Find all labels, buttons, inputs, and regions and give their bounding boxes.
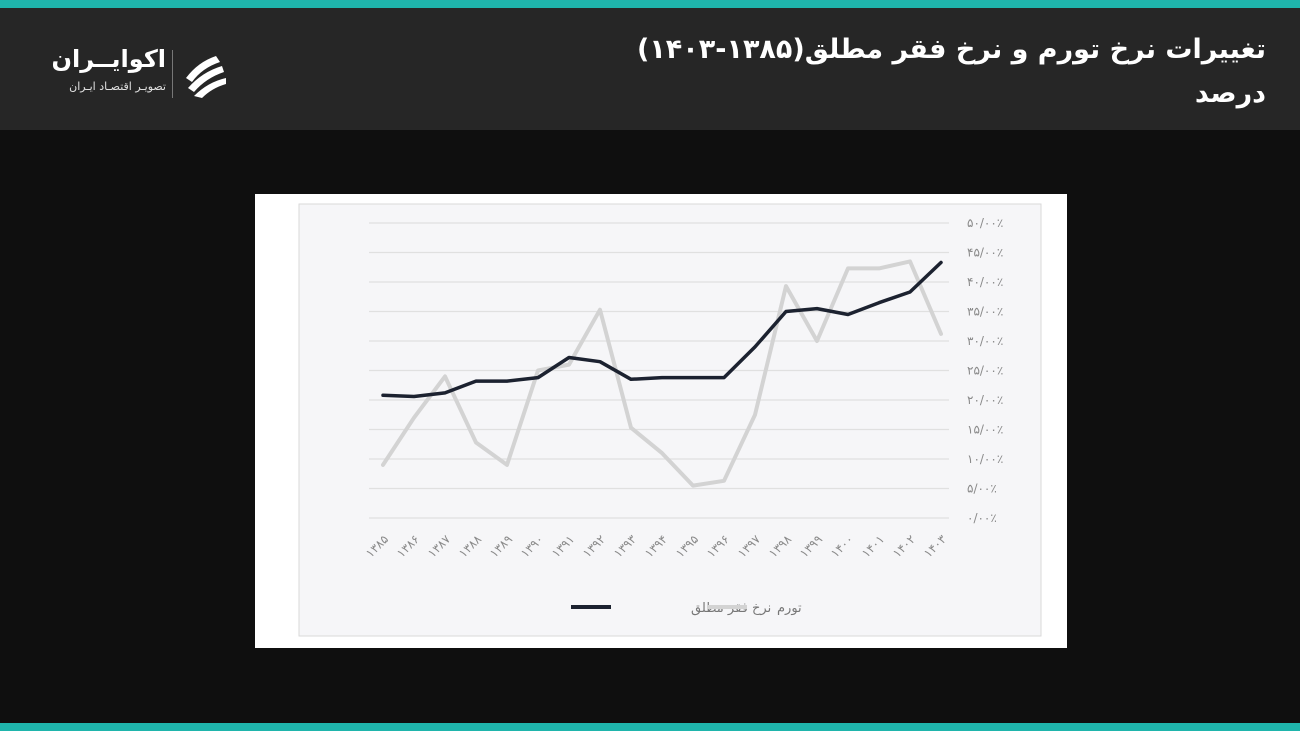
logo-name: اکوایــران (51, 45, 166, 73)
poverty-rate-point (629, 378, 633, 381)
inflation-point (536, 369, 540, 372)
poverty-rate-point (474, 379, 478, 383)
y-tick-label: ۳۵/۰۰٪ (967, 305, 1003, 319)
poverty-rate-point (505, 379, 509, 383)
poverty-rate-point (412, 395, 416, 398)
inflation-point (412, 416, 416, 419)
title-line-1: تغییرات نرخ تورم و نرخ فقر مطلق(۱۳۸۵-۱۴۰… (636, 34, 1266, 65)
poverty-rate-point (598, 360, 602, 363)
page-title: تغییرات نرخ تورم و نرخ فقر مطلق(۱۳۸۵-۱۴۰… (506, 28, 1266, 116)
inflation-point (691, 484, 695, 487)
poverty-rate-point (443, 391, 447, 395)
line-chart: ۰/۰۰٪ ۵/۰۰٪ ۱۰/۰۰٪ ۱۵/۰۰٪ ۲۰/۰۰٪ ۲۵/۰۰٪ ۳۰/۰۰٪… (298, 203, 1042, 637)
y-tick-label: ۲۰/۰۰٪ (967, 393, 1003, 407)
poverty-rate-point (908, 290, 912, 294)
inflation-point (381, 463, 385, 467)
inflation-point (598, 308, 602, 311)
logo-tagline: تصویـر اقتصـاد ایـران (69, 80, 166, 93)
inflation-point (846, 267, 850, 270)
bottom-accent-bar (0, 723, 1300, 731)
inflation-point (474, 441, 478, 444)
series-lines (381, 259, 943, 488)
poverty-rate-point (536, 376, 540, 379)
inflation-point (660, 451, 664, 455)
inflation-point (939, 332, 943, 336)
logo[interactable]: اکوایــران تصویـر اقتصـاد ایـران (46, 44, 236, 106)
y-tick-label: ۴۰/۰۰٪ (967, 275, 1003, 289)
title-line-2: درصد (1194, 78, 1266, 109)
y-tick-label: ۱۰/۰۰٪ (967, 452, 1003, 466)
poverty-rate-point (939, 261, 943, 264)
inflation-point (815, 339, 819, 343)
poverty-rate-point (784, 310, 788, 313)
poverty-rate-point (753, 345, 757, 349)
y-tick-label: ۵/۰۰٪ (967, 482, 997, 496)
inflation-point (567, 363, 571, 366)
gridlines (369, 222, 949, 519)
y-tick-label: ۰/۰۰٪ (967, 511, 997, 525)
y-tick-label: ۲۵/۰۰٪ (967, 364, 1003, 378)
inflation-point (753, 413, 757, 416)
header-bar: تغییرات نرخ تورم و نرخ فقر مطلق(۱۳۸۵-۱۴۰… (0, 8, 1300, 130)
inflation-point (629, 426, 633, 429)
poverty-rate-point (877, 301, 881, 304)
inflation-point (443, 375, 447, 378)
top-accent-bar (0, 0, 1300, 8)
poverty-rate-point (846, 313, 850, 316)
legend: نرخ فقر مطلقتورم (571, 601, 802, 616)
y-tick-label: ۱۵/۰۰٪ (967, 423, 1003, 437)
inflation-point (722, 479, 726, 483)
inflation-point (908, 260, 912, 263)
poverty-rate-point (567, 356, 571, 359)
poverty-rate-point (660, 376, 664, 379)
poverty-rate-point (815, 307, 819, 310)
inflation-point (505, 463, 509, 467)
inflation-point (784, 284, 788, 288)
poverty-rate-point (381, 394, 385, 397)
poverty-rate-point (722, 376, 726, 379)
y-tick-label: ۵۰/۰۰٪ (967, 216, 1003, 230)
poverty-rate-point (691, 376, 695, 379)
y-tick-label: ۳۰/۰۰٪ (967, 334, 1003, 348)
logo-mark-icon (186, 56, 226, 98)
logo-divider (172, 50, 173, 98)
y-axis-ticks: ۰/۰۰٪ ۵/۰۰٪ ۱۰/۰۰٪ ۱۵/۰۰٪ ۲۰/۰۰٪ ۲۵/۰۰٪ ۳۰/۰۰٪… (967, 216, 1003, 525)
legend-label-inflation: تورم (777, 601, 802, 616)
y-tick-label: ۴۵/۰۰٪ (967, 246, 1003, 260)
chart-card: ۰/۰۰٪ ۵/۰۰٪ ۱۰/۰۰٪ ۱۵/۰۰٪ ۲۰/۰۰٪ ۲۵/۰۰٪ ۳۰/۰۰٪… (255, 194, 1067, 648)
inflation-point (877, 267, 881, 270)
